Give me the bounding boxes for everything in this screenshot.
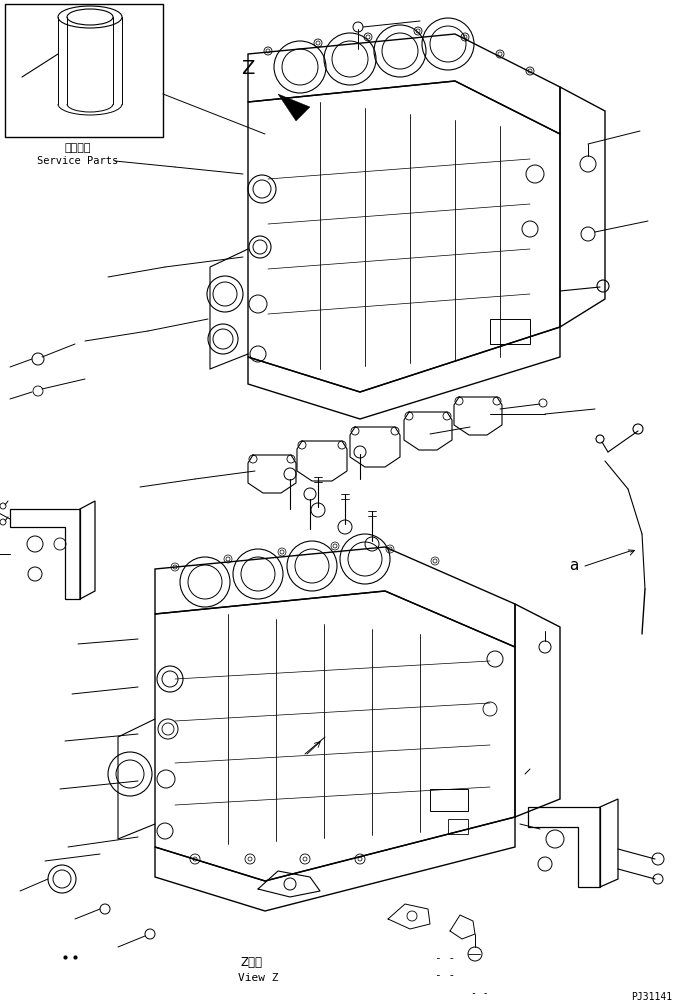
Text: Z　視: Z 視 bbox=[240, 956, 262, 969]
Bar bbox=[430, 789, 468, 811]
Text: - -: - - bbox=[435, 952, 455, 962]
Text: - -: - - bbox=[435, 969, 455, 979]
Bar bbox=[490, 320, 530, 345]
Bar bbox=[448, 819, 468, 834]
Text: Z: Z bbox=[242, 58, 255, 77]
Text: - -: - - bbox=[471, 987, 489, 997]
Text: View Z: View Z bbox=[238, 972, 279, 982]
Text: 補給専用: 補給専用 bbox=[65, 142, 91, 152]
Text: PJ31141: PJ31141 bbox=[631, 991, 672, 1001]
Polygon shape bbox=[278, 95, 310, 122]
Text: Service Parts: Service Parts bbox=[38, 155, 119, 165]
Bar bbox=[5, 5, 163, 137]
Text: a: a bbox=[570, 557, 579, 572]
